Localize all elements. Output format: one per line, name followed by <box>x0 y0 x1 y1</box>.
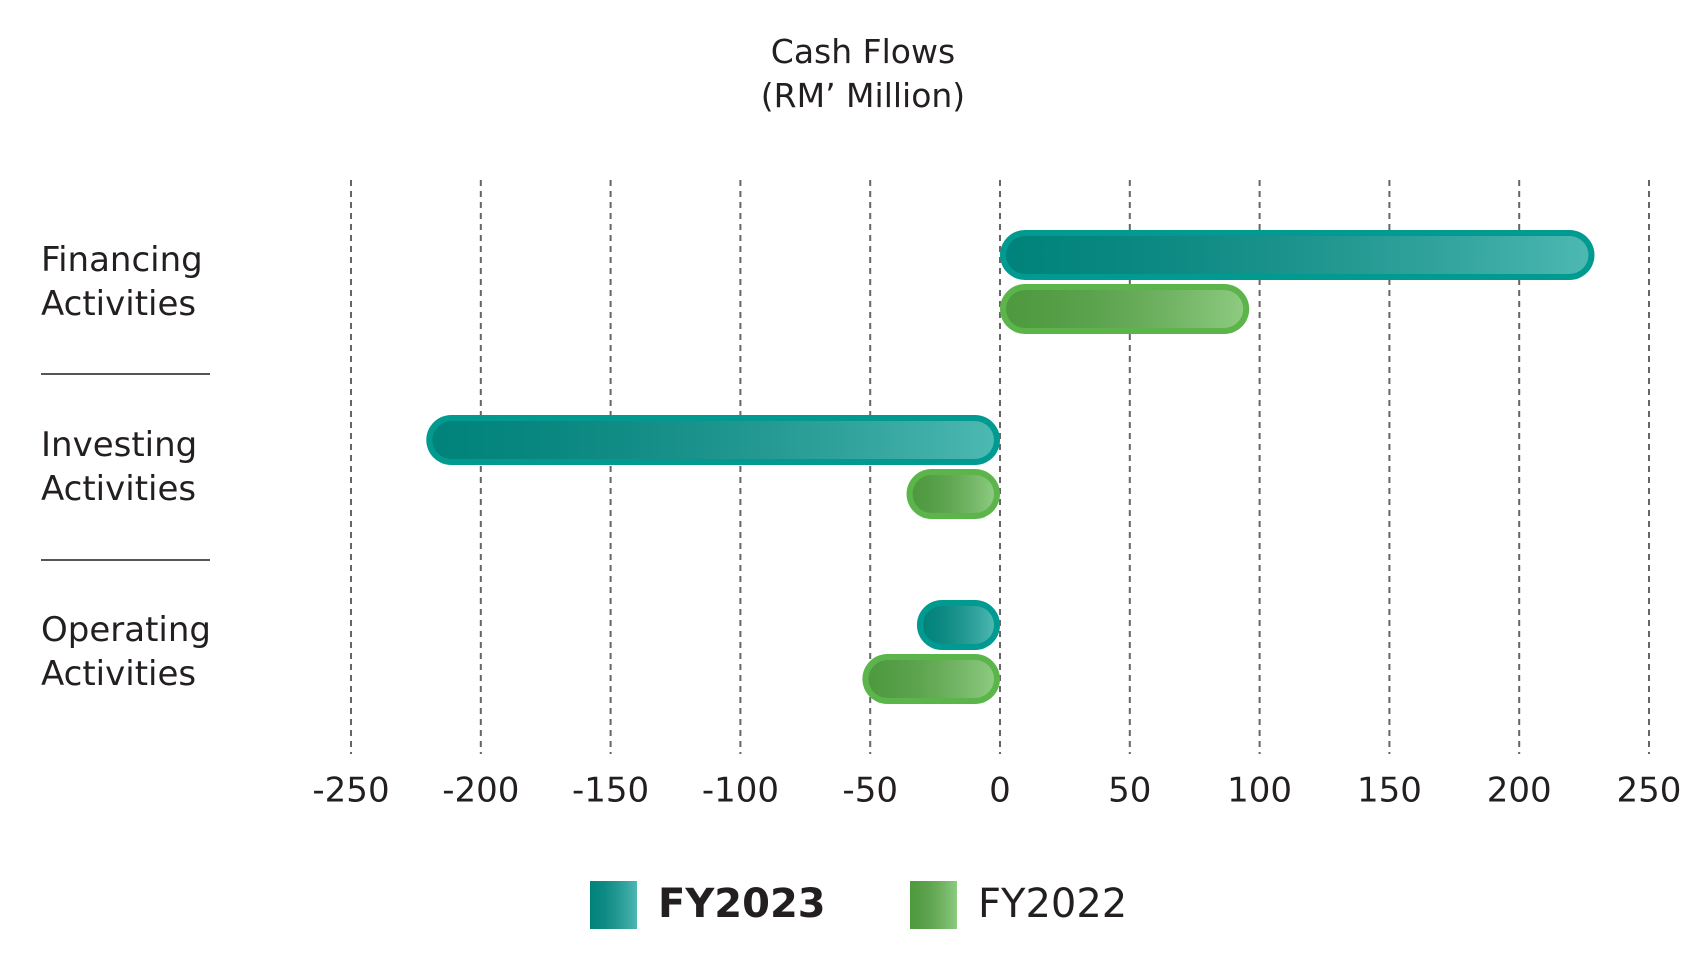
bar-shine <box>1006 236 1589 274</box>
x-tick-label: -50 <box>842 771 898 811</box>
x-tick-label: -250 <box>312 771 389 811</box>
legend-swatch-shine <box>590 881 637 929</box>
category-label: Financing Activities <box>41 240 203 324</box>
bar-shine <box>912 475 994 513</box>
x-tick-label: -200 <box>442 771 519 811</box>
category-label: Investing Activities <box>41 425 198 509</box>
bar-shine <box>868 660 994 698</box>
category-label: Operating Activities <box>41 610 211 694</box>
legend-label: FY2022 <box>978 881 1127 927</box>
x-tick-label: 150 <box>1357 771 1422 811</box>
legend-swatch-shine <box>910 881 957 929</box>
chart-subtitle: (RM’ Million) <box>760 76 966 115</box>
x-tick-label: 0 <box>989 771 1011 811</box>
x-tick-label: 100 <box>1227 771 1292 811</box>
bar-shine <box>432 421 994 459</box>
x-tick-label: 50 <box>1108 771 1151 811</box>
bar-shine <box>1006 290 1244 328</box>
chart-title: Cash Flows <box>770 32 956 71</box>
x-tick-label: -150 <box>572 771 649 811</box>
x-tick-label: 200 <box>1487 771 1552 811</box>
x-tick-label: 250 <box>1617 771 1682 811</box>
bar-shine <box>922 606 994 644</box>
legend-label: FY2023 <box>658 881 826 927</box>
x-tick-label: -100 <box>702 771 779 811</box>
